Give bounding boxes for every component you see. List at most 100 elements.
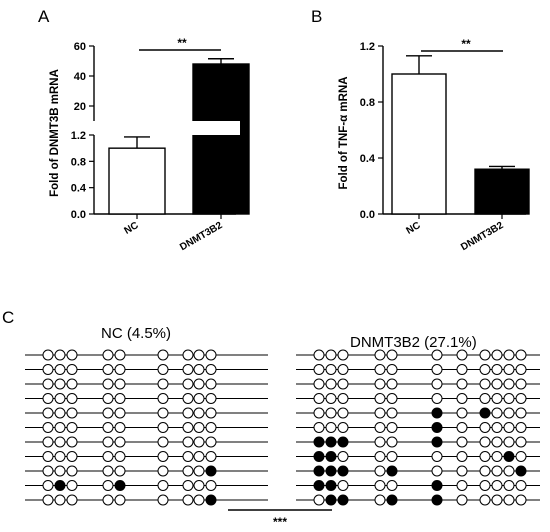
cpg-site-1-10-3 — [374, 494, 386, 506]
cpg-site-1-4-5 — [431, 407, 443, 419]
cpg-site-0-0-7 — [193, 349, 205, 361]
cpg-site-1-7-0 — [313, 451, 325, 462]
cpg-site-1-6-1 — [325, 436, 337, 448]
chart-b-category-label-1: DNMT3B2 — [459, 220, 506, 253]
cpg-site-1-1-2 — [337, 364, 349, 375]
cpg-site-1-2-9 — [503, 378, 515, 390]
cpg-site-1-6-3 — [374, 436, 386, 448]
cpg-site-0-10-6 — [182, 494, 194, 506]
cpg-site-1-10-4 — [386, 494, 398, 506]
cpg-site-0-4-7 — [193, 407, 205, 419]
cpg-site-1-5-4 — [386, 422, 398, 433]
cpg-site-0-0-0 — [42, 349, 54, 361]
cpg-site-0-8-0 — [42, 465, 54, 477]
panel-label-a: A — [38, 7, 50, 26]
chart-b-ytick-label-3: 1.2 — [360, 41, 375, 53]
methylation-significance-label: *** — [273, 515, 287, 529]
cpg-site-0-0-5 — [157, 349, 169, 361]
cpg-site-1-9-2 — [337, 480, 349, 491]
chart-a: Fold of DNMT3B mRNA 0.0 0.4 0.8 1.2 20 40 60 NC… — [49, 36, 250, 253]
cpg-site-1-0-5 — [431, 349, 443, 361]
cpg-site-0-6-6 — [182, 436, 194, 448]
cpg-site-1-5-1 — [325, 422, 337, 433]
cpg-site-0-10-3 — [102, 494, 114, 506]
cpg-site-1-0-3 — [374, 349, 386, 361]
cpg-site-1-6-6 — [456, 436, 468, 448]
cpg-site-1-4-1 — [325, 407, 337, 419]
cpg-site-1-5-10 — [515, 422, 527, 433]
cpg-site-1-9-4 — [386, 480, 398, 491]
cpg-site-0-5-3 — [102, 422, 114, 433]
cpg-site-1-5-5 — [431, 422, 443, 433]
cpg-site-1-9-10 — [515, 480, 527, 491]
cpg-site-0-8-1 — [54, 465, 66, 477]
cpg-site-1-1-10 — [515, 364, 527, 375]
cpg-site-1-4-7 — [479, 407, 491, 419]
cpg-site-1-2-5 — [431, 378, 443, 390]
cpg-site-1-4-9 — [503, 407, 515, 419]
cpg-site-0-1-3 — [102, 364, 114, 375]
cpg-site-1-10-9 — [503, 494, 515, 506]
cpg-site-0-6-8 — [205, 436, 217, 448]
cpg-site-1-9-0 — [313, 480, 325, 491]
cpg-site-1-8-7 — [479, 465, 491, 477]
cpg-site-1-8-5 — [431, 465, 443, 477]
cpg-site-0-3-7 — [193, 393, 205, 404]
cpg-site-0-1-7 — [193, 364, 205, 375]
cpg-site-1-10-1 — [325, 494, 337, 506]
cpg-site-0-5-4 — [114, 422, 126, 433]
cpg-site-1-5-9 — [503, 422, 515, 433]
cpg-site-1-0-4 — [386, 349, 398, 361]
chart-a-category-label-0: NC — [122, 220, 140, 237]
cpg-site-1-9-6 — [456, 480, 468, 491]
cpg-site-0-0-1 — [54, 349, 66, 361]
cpg-site-1-7-5 — [431, 451, 443, 462]
cpg-site-0-9-2 — [66, 480, 78, 491]
cpg-site-1-7-1 — [325, 451, 337, 462]
cpg-site-1-0-1 — [325, 349, 337, 361]
chart-b-bar-1 — [474, 168, 530, 215]
cpg-site-0-9-0 — [42, 480, 54, 491]
cpg-site-0-5-7 — [193, 422, 205, 433]
cpg-site-0-4-1 — [54, 407, 66, 419]
cpg-site-1-0-8 — [491, 349, 503, 361]
cpg-site-0-7-5 — [157, 451, 169, 462]
chart-b: Fold of TNF-α mRNA 0.0 0.4 0.8 1.2 NC DNMT3B2… — [338, 37, 530, 253]
chart-a-category-label-1: DNMT3B2 — [178, 220, 225, 253]
cpg-site-1-2-10 — [515, 378, 527, 390]
cpg-site-1-1-1 — [325, 364, 337, 375]
cpg-site-0-8-2 — [66, 465, 78, 477]
cpg-site-1-8-9 — [503, 465, 515, 477]
cpg-site-0-10-8 — [205, 494, 217, 506]
cpg-site-1-10-2 — [337, 494, 349, 506]
chart-a-significance-label: ** — [177, 36, 187, 50]
cpg-site-1-1-7 — [479, 364, 491, 375]
cpg-site-0-7-6 — [182, 451, 194, 462]
cpg-site-0-1-6 — [182, 364, 194, 375]
cpg-site-1-3-2 — [337, 393, 349, 404]
cpg-site-0-10-4 — [114, 494, 126, 506]
cpg-site-1-7-8 — [491, 451, 503, 462]
chart-a-ytick-label-upper-0: 20 — [74, 101, 86, 113]
cpg-site-1-4-0 — [313, 407, 325, 419]
cpg-site-1-6-0 — [313, 436, 325, 448]
cpg-site-0-8-4 — [114, 465, 126, 477]
cpg-site-0-3-3 — [102, 393, 114, 404]
cpg-site-0-4-3 — [102, 407, 114, 419]
cpg-site-1-10-8 — [491, 494, 503, 506]
cpg-site-1-9-7 — [479, 480, 491, 491]
cpg-site-1-2-2 — [337, 378, 349, 390]
chart-a-axis-break-gap — [180, 121, 240, 135]
cpg-site-1-10-10 — [515, 494, 527, 506]
cpg-site-0-5-1 — [54, 422, 66, 433]
cpg-site-1-6-7 — [479, 436, 491, 448]
cpg-site-1-3-5 — [431, 393, 443, 404]
cpg-site-1-1-3 — [374, 364, 386, 375]
chart-b-ytick-label-1: 0.4 — [360, 153, 376, 165]
chart-a-ytick-label-upper-1: 40 — [74, 71, 86, 83]
cpg-site-1-2-1 — [325, 378, 337, 390]
cpg-site-1-2-0 — [313, 378, 325, 390]
cpg-site-1-5-8 — [491, 422, 503, 433]
cpg-site-0-5-8 — [205, 422, 217, 433]
